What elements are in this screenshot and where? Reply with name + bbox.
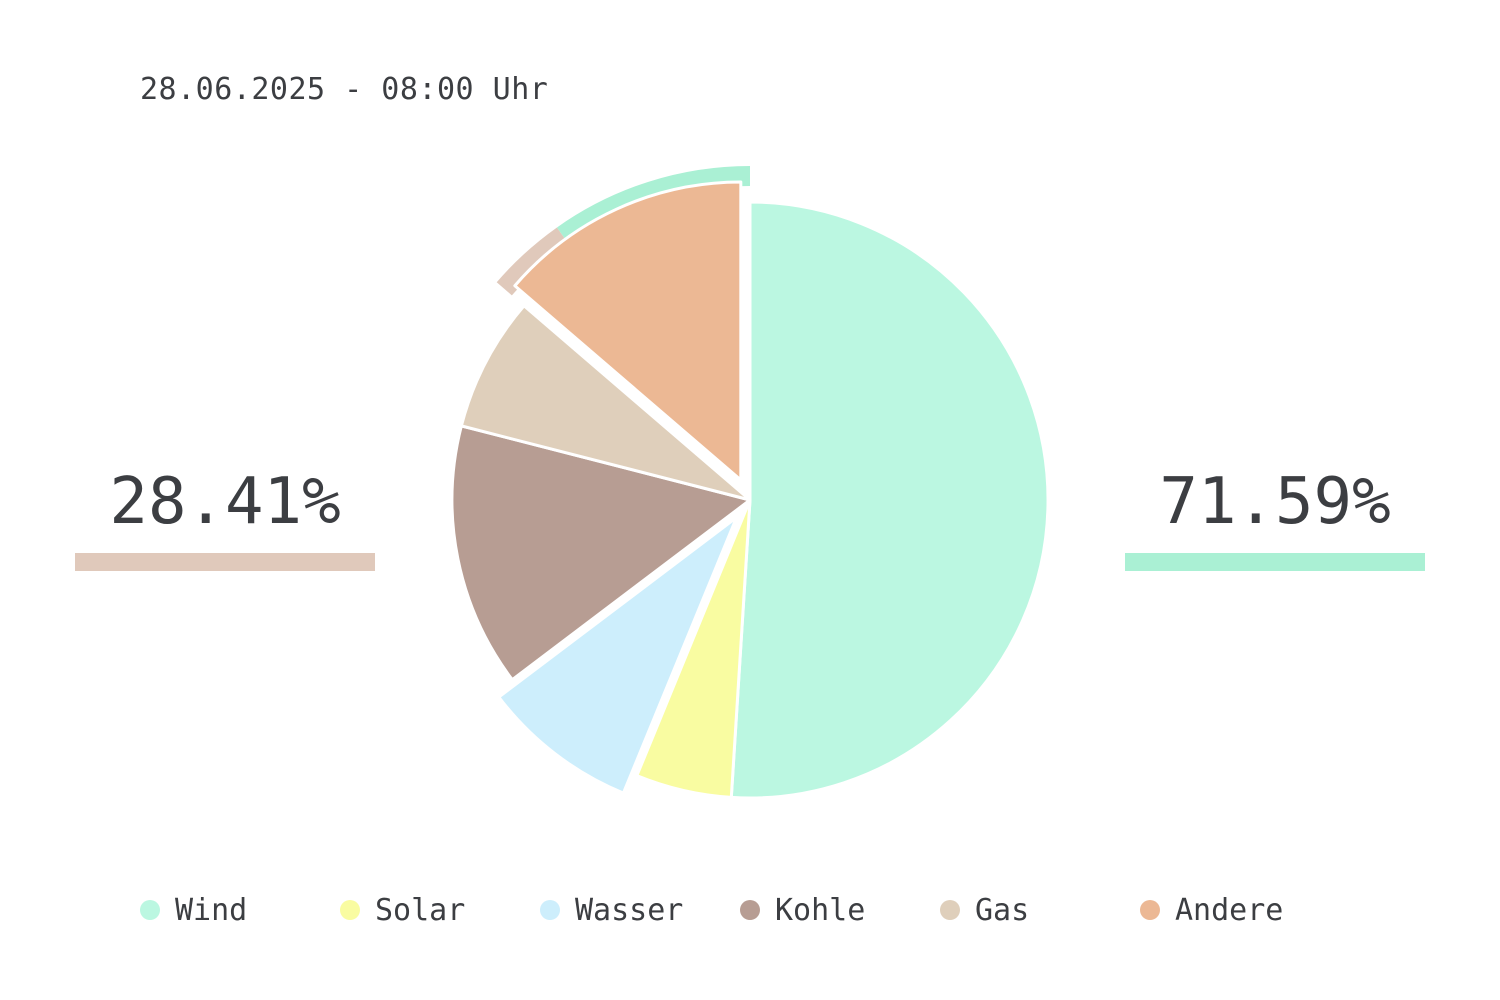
pie-slice-group <box>450 180 1050 800</box>
share-bar-left <box>75 553 375 571</box>
pie-slice-solar[interactable] <box>635 498 752 799</box>
pie-slice-wasser[interactable] <box>497 515 739 795</box>
legend-dot-icon <box>140 900 160 920</box>
legend-label: Gas <box>975 892 1030 928</box>
legend-dot-icon <box>1140 900 1160 920</box>
share-block-right: 71.59% <box>1125 462 1425 571</box>
legend-label: Andere <box>1175 892 1284 928</box>
legend-item-wind[interactable]: Wind <box>140 890 247 930</box>
legend-label: Wind <box>175 892 248 928</box>
legend-item-wasser[interactable]: Wasser <box>540 890 683 930</box>
legend-dot-icon <box>740 900 760 920</box>
outer-arc-left <box>496 227 569 296</box>
legend-dot-icon <box>940 900 960 920</box>
outer-arc-group <box>496 166 751 296</box>
share-value-right: 71.59% <box>1159 465 1391 539</box>
outer-arc-right <box>556 166 751 244</box>
legend-item-solar[interactable]: Solar <box>340 890 465 930</box>
legend-dot-icon <box>540 900 560 920</box>
legend-item-kohle[interactable]: Kohle <box>740 890 865 930</box>
share-bar-right <box>1125 553 1425 571</box>
pie-slice-gas[interactable] <box>459 304 752 502</box>
pie-slice-andere[interactable] <box>513 180 743 482</box>
share-block-left: 28.41% <box>75 462 375 571</box>
legend-label: Kohle <box>775 892 866 928</box>
timestamp: 28.06.2025 - 08:00 Uhr <box>140 72 549 107</box>
pie-slice-kohle[interactable] <box>450 424 752 682</box>
pie-slice-wind[interactable] <box>729 200 1050 800</box>
legend-label: Wasser <box>575 892 684 928</box>
share-value-left: 28.41% <box>109 465 341 539</box>
legend-item-andere[interactable]: Andere <box>1140 890 1283 930</box>
legend-dot-icon <box>340 900 360 920</box>
legend: Wind Solar Wasser Kohle Gas Andere <box>0 890 1500 930</box>
legend-label: Solar <box>375 892 466 928</box>
legend-item-gas[interactable]: Gas <box>940 890 1029 930</box>
